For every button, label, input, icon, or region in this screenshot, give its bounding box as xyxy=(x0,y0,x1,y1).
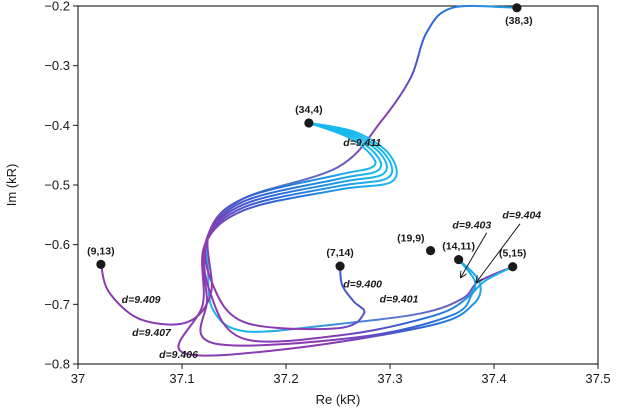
point-marker-2 xyxy=(96,259,106,269)
point-marker-5 xyxy=(454,254,464,265)
x-tick-label-0: 37 xyxy=(71,371,85,386)
point-marker-3 xyxy=(335,261,345,271)
y-tick-label-3: −0.5 xyxy=(44,178,70,193)
y-tick-label-5: −0.3 xyxy=(44,58,70,73)
x-tick-label-5: 37.5 xyxy=(585,371,610,386)
y-tick-label-4: −0.4 xyxy=(44,118,70,133)
y-tick-label-6: −0.2 xyxy=(44,0,70,14)
y-tick-label-2: −0.6 xyxy=(44,237,70,252)
point-marker-1 xyxy=(304,118,314,128)
series-line-2 xyxy=(203,121,383,331)
curve-annotation-0: d=9.411 xyxy=(343,137,381,149)
point-label-2: (9,13) xyxy=(87,245,114,257)
point-marker-6 xyxy=(508,262,518,272)
plot-frame xyxy=(77,5,599,365)
series-line-4 xyxy=(199,121,514,347)
annotation-arrow-1 xyxy=(476,223,521,282)
point-label-5: (14,11) xyxy=(442,241,475,253)
curve-annotation-3: d=9.409 xyxy=(122,294,161,306)
series-layer xyxy=(99,4,518,357)
point-marker-0 xyxy=(512,3,522,13)
x-axis-title: Re (kR) xyxy=(316,392,361,407)
series-line-5 xyxy=(177,121,482,357)
y-tick-label-1: −0.7 xyxy=(44,297,70,312)
point-markers xyxy=(96,3,522,272)
point-label-1: (34,4) xyxy=(295,104,322,116)
point-labels: (38,3) (34,4) (9,13) (7,14) (19,9) (14,11) (5,… xyxy=(87,15,532,260)
curve-annotation-6: d=9.403 xyxy=(452,220,491,232)
point-label-0: (38,3) xyxy=(505,15,532,27)
x-tick-label-4: 37.4 xyxy=(481,371,506,386)
plot-area: (38,3) (34,4) (9,13) (7,14) (19,9) (14,11) (5,… xyxy=(77,3,599,365)
curve-annotation-1: d=9.400 xyxy=(343,279,382,291)
annotation-arrow-0 xyxy=(461,232,488,278)
point-label-6: (5,15) xyxy=(499,248,526,260)
y-axis-title: Im (kR) xyxy=(4,164,19,207)
curve-annotation-5: d=9.406 xyxy=(159,349,198,361)
curve-annotation-7: d=9.404 xyxy=(502,209,541,221)
series-line-3 xyxy=(202,121,477,343)
y-tick-label-0: −0.8 xyxy=(44,357,70,372)
point-marker-4 xyxy=(425,246,436,256)
x-axis: 37 37.1 37.2 37.3 37.4 37.5 xyxy=(71,364,611,386)
annotation-arrows xyxy=(461,223,521,282)
point-label-4: (19,9) xyxy=(397,233,424,245)
x-tick-label-2: 37.2 xyxy=(273,371,298,386)
x-tick-label-3: 37.3 xyxy=(377,371,402,386)
curve-annotation-4: d=9.407 xyxy=(132,327,172,339)
curve-annotations: d=9.411 d=9.400 d=9.401 d=9.409 d=9.407 d=9.4… xyxy=(122,137,542,361)
curve-annotation-2: d=9.401 xyxy=(380,294,419,306)
series-line-1 xyxy=(99,121,377,326)
point-label-3: (7,14) xyxy=(326,247,353,259)
y-axis: −0.8 −0.7 −0.6 −0.5 −0.4 −0.3 −0.2 xyxy=(44,0,78,372)
x-tick-label-1: 37.1 xyxy=(169,371,194,386)
